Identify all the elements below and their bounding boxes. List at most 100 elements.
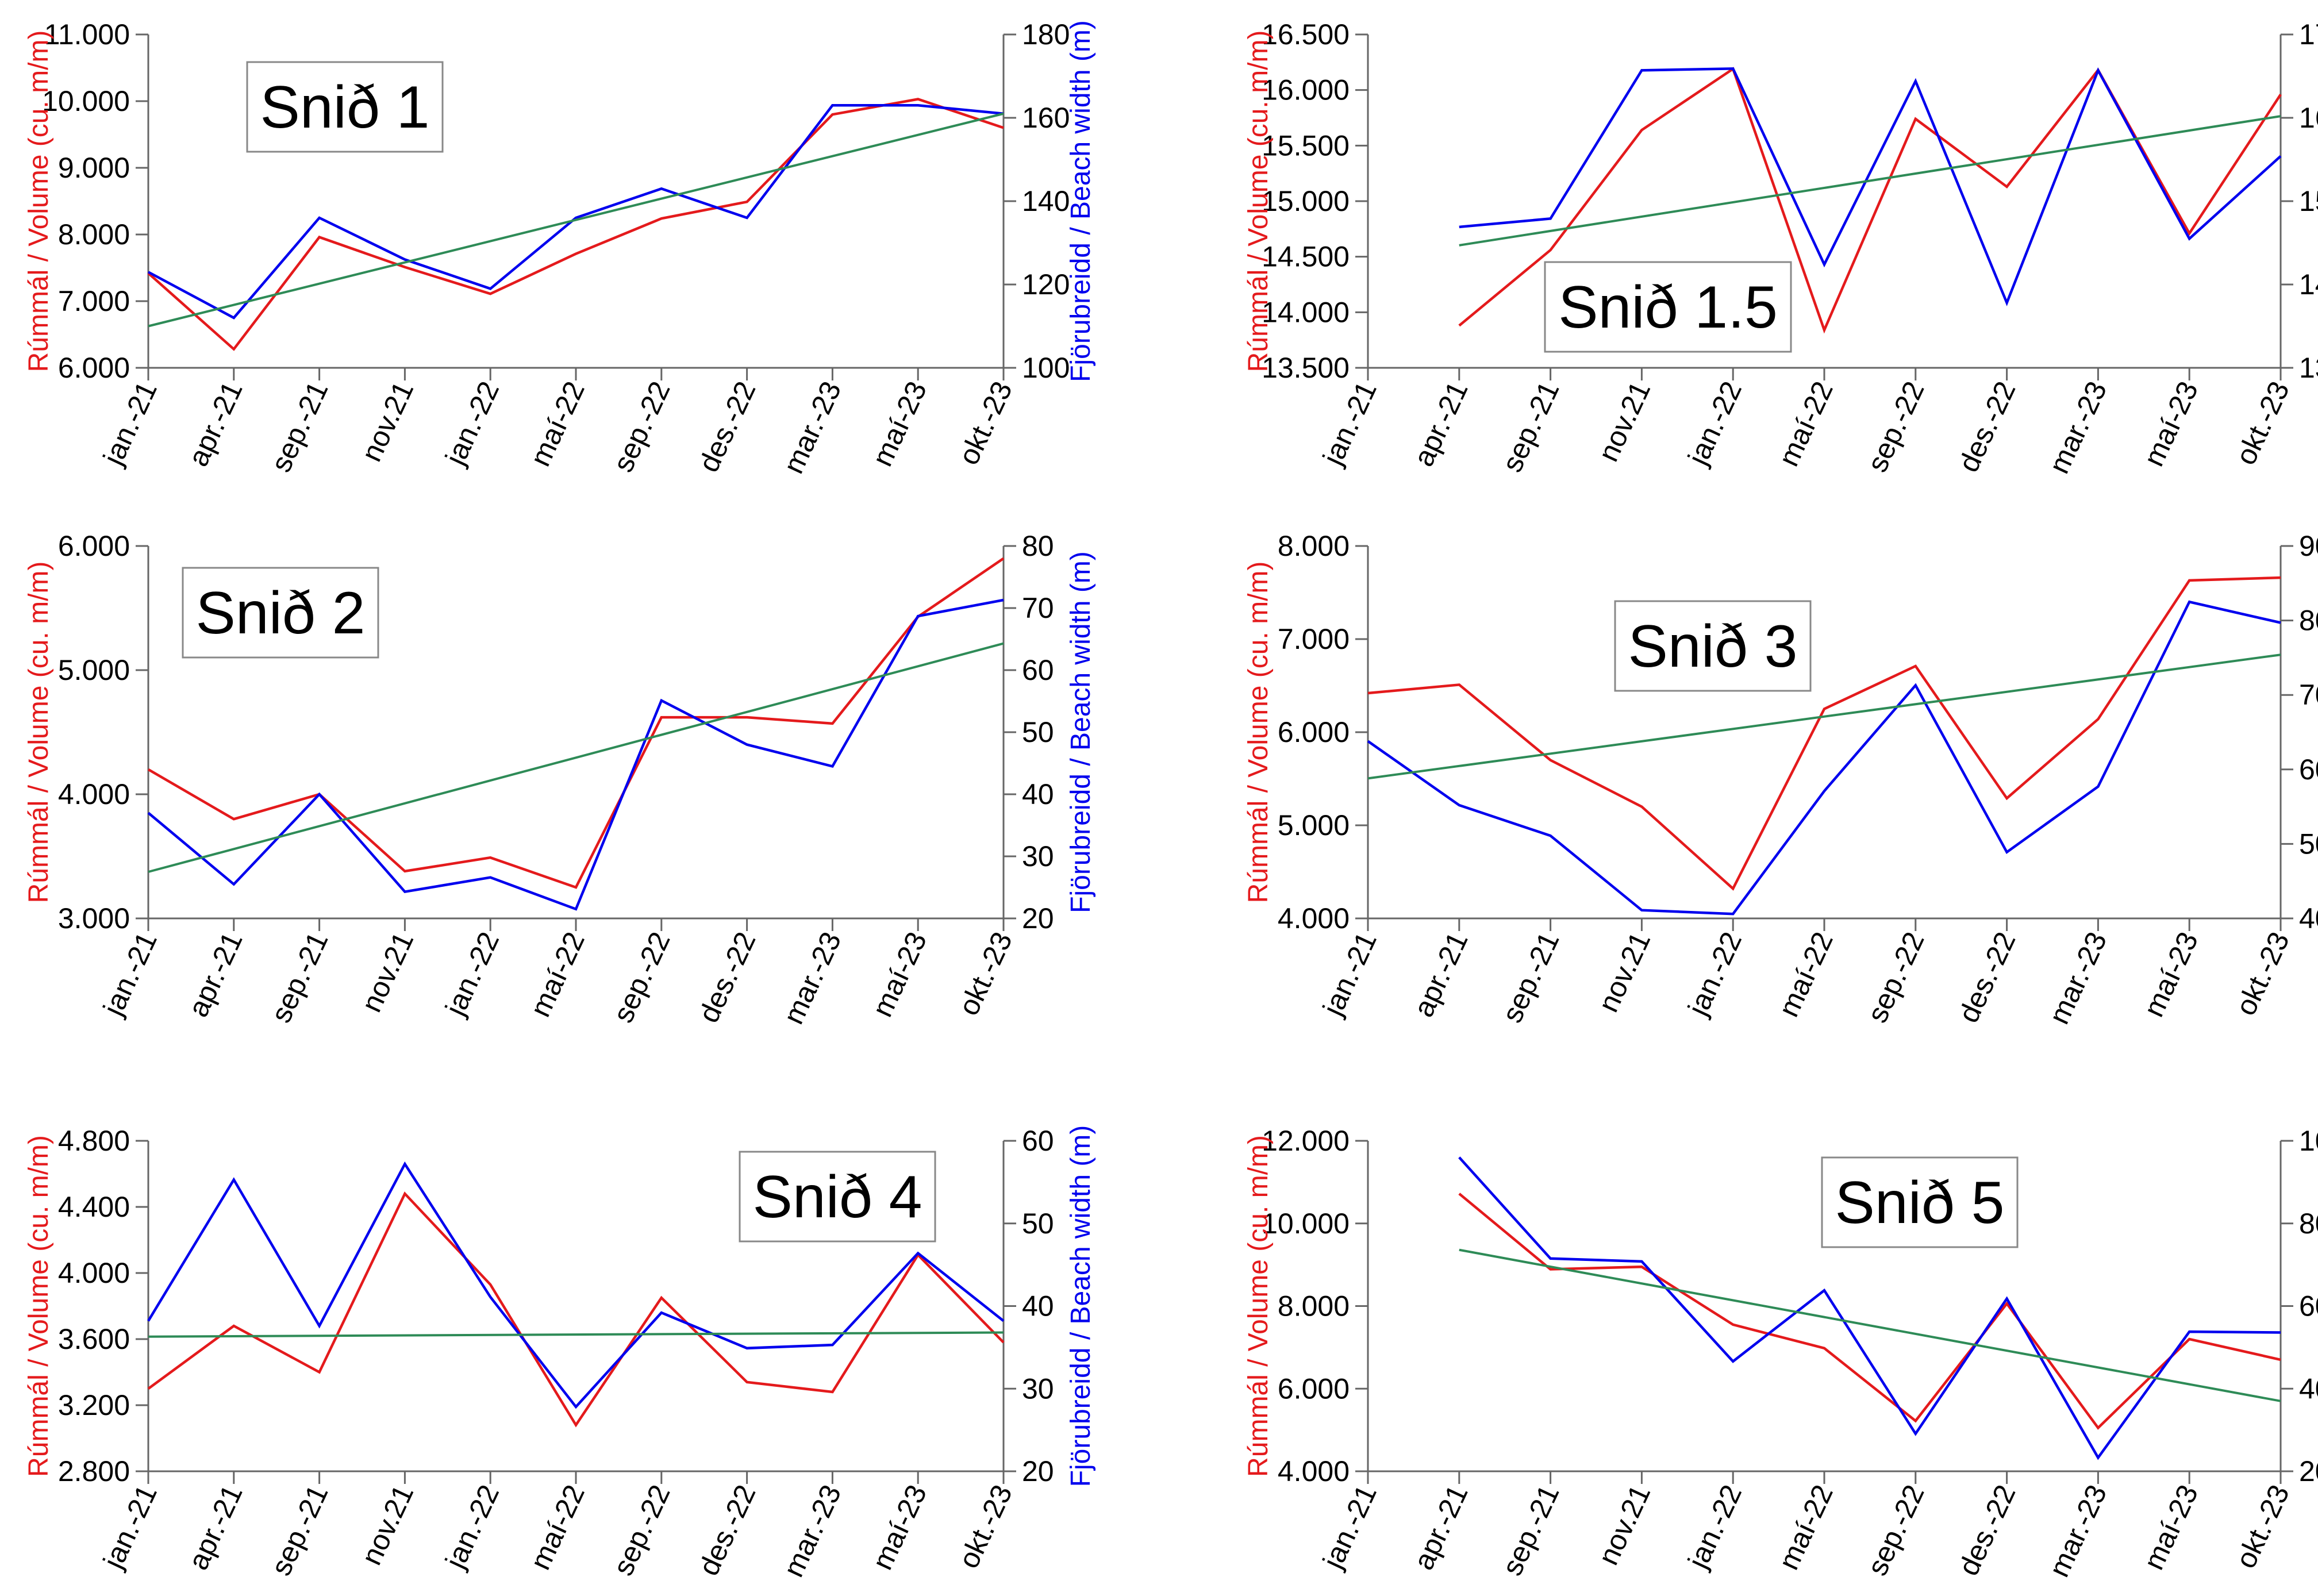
title-box bbox=[1544, 261, 1792, 353]
beach-width-series-line bbox=[147, 104, 1004, 320]
left-axis-title: Rúmmál / Volume (cu. m/m) bbox=[1243, 30, 1274, 372]
left-tick-label: 14.500 bbox=[1262, 241, 1350, 273]
right-tick-label: 180 bbox=[1022, 18, 1070, 51]
left-tick-label: 4.000 bbox=[1278, 1455, 1350, 1487]
x-tick-label: mar.-23 bbox=[777, 927, 847, 1029]
x-tick-label: sep.-21 bbox=[1496, 1480, 1565, 1580]
x-tick-label: nov.21 bbox=[355, 927, 420, 1017]
left-tick-label: 3.200 bbox=[58, 1389, 130, 1421]
right-tick-label: 60 bbox=[1022, 654, 1054, 686]
x-tick-label: sep.-21 bbox=[264, 927, 334, 1028]
left-tick-label: 15.000 bbox=[1262, 185, 1350, 217]
left-tick-label: 4.000 bbox=[58, 1257, 130, 1289]
left-tick-label: 8.000 bbox=[1278, 1290, 1350, 1322]
x-tick-label: okt.-23 bbox=[952, 376, 1018, 470]
x-tick-label: jan.-22 bbox=[439, 376, 505, 471]
left-tick-label: 11.000 bbox=[44, 18, 130, 51]
right-axis-title: Fjörubreidd / Beach width (m) bbox=[1066, 551, 1096, 913]
x-tick-label: jan.-21 bbox=[97, 927, 163, 1021]
x-tick-label: apr.-21 bbox=[1407, 1480, 1474, 1575]
x-tick-label: jan.-22 bbox=[1681, 376, 1748, 471]
trend-line bbox=[1367, 653, 2281, 780]
left-tick-label: 4.000 bbox=[58, 778, 130, 810]
x-tick-label: okt.-23 bbox=[2229, 376, 2296, 470]
x-tick-label: sep.-21 bbox=[1496, 927, 1565, 1028]
left-tick-label: 6.000 bbox=[1278, 716, 1350, 748]
right-tick-label: 80 bbox=[2299, 605, 2318, 637]
chart-title: Snið 1.5 bbox=[1558, 274, 1778, 341]
volume-series-line bbox=[147, 98, 1004, 351]
x-tick-label: sep.-22 bbox=[1861, 376, 1931, 477]
x-tick-label: jan.-21 bbox=[97, 376, 163, 471]
chart-panel-6: 4.000 6.000 8.000 10.000 12.000 20 40 60 80 100 ja… bbox=[1243, 1125, 2318, 1582]
right-tick-label: 50 bbox=[1022, 1207, 1054, 1240]
right-tick-label: 20 bbox=[1022, 1455, 1054, 1487]
x-tick-label: nov.21 bbox=[355, 1480, 420, 1570]
right-tick-label: 170 bbox=[2299, 18, 2318, 51]
x-tick-label: jan.-22 bbox=[439, 1480, 505, 1574]
left-tick-label: 10.000 bbox=[42, 85, 130, 117]
x-tick-label: jan.-21 bbox=[97, 1480, 163, 1574]
right-axis-title: Fjörubreidd / Beach width (m) bbox=[1066, 1125, 1096, 1487]
left-tick-label: 8.000 bbox=[1278, 530, 1350, 562]
right-tick-label: 80 bbox=[1022, 530, 1054, 562]
right-tick-label: 30 bbox=[1022, 1372, 1054, 1405]
left-tick-label: 2.800 bbox=[58, 1455, 130, 1487]
chart-panel-4: 4.000 5.000 6.000 7.000 8.000 40 50 60 70 80 90 jan… bbox=[1243, 530, 2318, 1029]
volume-series-line bbox=[147, 1191, 1005, 1428]
x-tick-label: nov.21 bbox=[1592, 927, 1657, 1017]
left-axis-title: Rúmmál / Volume (cu. m/m) bbox=[24, 562, 54, 903]
trend-line bbox=[148, 112, 1004, 328]
right-tick-label: 60 bbox=[1022, 1125, 1054, 1157]
right-tick-label: 20 bbox=[2299, 1455, 2318, 1487]
x-tick-label: des.-22 bbox=[1952, 1480, 2021, 1580]
x-tick-label: des.-22 bbox=[1952, 376, 2021, 477]
left-tick-label: 15.500 bbox=[1262, 129, 1350, 161]
x-tick-label: okt.-23 bbox=[2229, 1480, 2296, 1573]
right-tick-label: 70 bbox=[2299, 679, 2318, 711]
left-axis-title: Rúmmál / Volume (cu. m/m) bbox=[1243, 1135, 1274, 1477]
x-tick-label: nov.21 bbox=[1592, 376, 1657, 466]
left-tick-label: 6.000 bbox=[1278, 1372, 1350, 1405]
beach-width-series-line bbox=[1367, 600, 2281, 916]
x-tick-label: maí-22 bbox=[524, 1480, 591, 1575]
x-tick-label: sep.-22 bbox=[607, 927, 676, 1028]
right-tick-label: 30 bbox=[1022, 840, 1054, 872]
right-tick-label: 50 bbox=[2299, 828, 2318, 860]
volume-series-line bbox=[1458, 1193, 2281, 1430]
x-tick-label: apr.-21 bbox=[182, 1480, 249, 1575]
x-tick-label: maí-23 bbox=[2138, 1480, 2205, 1575]
x-tick-label: maí-23 bbox=[2138, 376, 2205, 471]
x-tick-label: jan.-22 bbox=[1681, 1480, 1748, 1574]
right-tick-label: 70 bbox=[1022, 592, 1054, 624]
left-tick-label: 3.600 bbox=[58, 1323, 130, 1355]
right-tick-label: 140 bbox=[1022, 185, 1070, 217]
left-tick-label: 8.000 bbox=[58, 218, 130, 251]
title-box bbox=[1821, 1156, 2019, 1248]
trend-line bbox=[1459, 115, 2281, 247]
right-tick-label: 60 bbox=[2299, 1290, 2318, 1322]
left-tick-label: 4.400 bbox=[58, 1191, 130, 1223]
right-tick-label: 100 bbox=[2299, 1125, 2318, 1157]
chart-panel-5: 2.800 3.200 3.600 4.000 4.400 4.800 20 30 40 50 60… bbox=[24, 1125, 1096, 1582]
x-tick-label: nov.21 bbox=[355, 376, 420, 466]
trend-line bbox=[1459, 1248, 2281, 1402]
right-tick-label: 40 bbox=[2299, 1372, 2318, 1405]
left-tick-label: 5.000 bbox=[58, 654, 130, 686]
right-tick-label: 120 bbox=[1022, 268, 1070, 301]
right-tick-label: 160 bbox=[2299, 102, 2318, 134]
left-tick-label: 3.000 bbox=[58, 902, 130, 934]
x-tick-label: jan.-21 bbox=[1316, 927, 1383, 1021]
right-tick-label: 40 bbox=[1022, 1290, 1054, 1322]
x-tick-label: sep.-22 bbox=[1861, 1480, 1931, 1580]
x-tick-label: jan.-21 bbox=[1316, 376, 1383, 471]
x-tick-label: mar.-23 bbox=[2043, 927, 2113, 1029]
x-tick-label: maí-23 bbox=[2138, 927, 2205, 1022]
x-tick-label: des.-22 bbox=[692, 1480, 762, 1580]
x-tick-label: okt.-23 bbox=[952, 1480, 1018, 1573]
right-tick-label: 20 bbox=[1022, 902, 1054, 934]
x-tick-label: maí-23 bbox=[866, 1480, 933, 1575]
left-axis-title: Rúmmál / Volume (cu. m/m) bbox=[1243, 562, 1274, 903]
chart-title: Snið 3 bbox=[1628, 613, 1798, 680]
